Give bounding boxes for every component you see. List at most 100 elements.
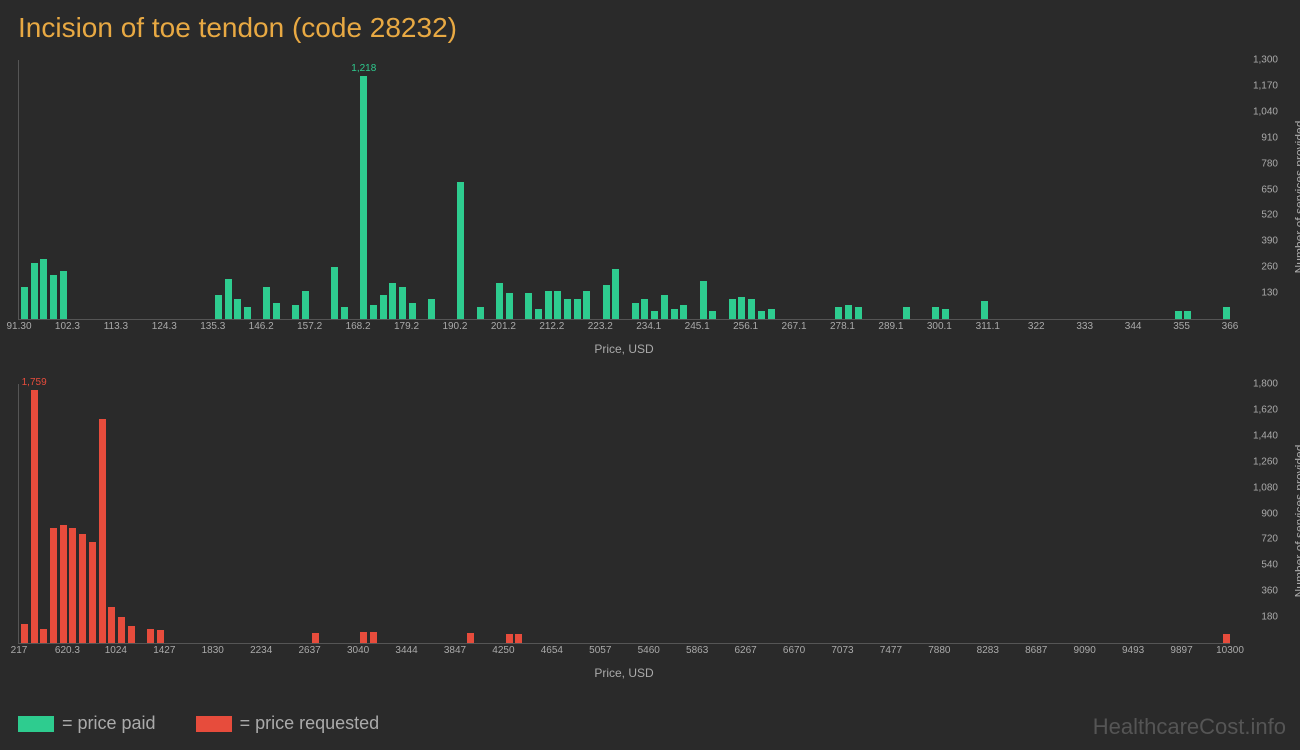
bar: [399, 287, 406, 319]
x-tick: 9897: [1170, 645, 1192, 656]
y-ticks-requested: 1803605407209001,0801,2601,4401,6201,800: [1232, 384, 1278, 643]
x-tick: 113.3: [104, 321, 128, 332]
bar: [583, 291, 590, 319]
x-tick: 5460: [638, 645, 660, 656]
y-tick: 650: [1261, 184, 1278, 195]
x-axis-label-requested: Price, USD: [18, 666, 1230, 680]
y-tick: 520: [1261, 210, 1278, 221]
bar: [21, 287, 28, 319]
bars-requested: 1,759: [19, 384, 1230, 643]
bar: [60, 525, 67, 643]
y-tick: 1,260: [1253, 456, 1278, 467]
y-axis-label-requested: Number of services provided: [1293, 444, 1300, 597]
bar: [748, 299, 755, 319]
y-tick: 1,300: [1253, 55, 1278, 66]
bar: [244, 307, 251, 319]
x-tick: 157.2: [297, 321, 322, 332]
bar: [835, 307, 842, 319]
x-tick: 1024: [105, 645, 127, 656]
chart-requested: 1,759 1803605407209001,0801,2601,4401,62…: [18, 384, 1230, 644]
bar: [380, 295, 387, 319]
bar: [389, 283, 396, 319]
x-tick: 3040: [347, 645, 369, 656]
bar: [360, 632, 367, 644]
bar: [99, 419, 106, 643]
bar: [273, 303, 280, 319]
x-tick: 245.1: [685, 321, 710, 332]
bar: [1175, 311, 1182, 319]
chart-paid: 1,218 1302603905206507809101,0401,1701,3…: [18, 60, 1230, 320]
legend-label-requested: = price requested: [240, 713, 380, 734]
y-tick: 1,040: [1253, 106, 1278, 117]
bar: [1184, 311, 1191, 319]
bars-paid: 1,218: [19, 60, 1230, 319]
x-tick: 168.2: [346, 321, 371, 332]
legend-item-paid: = price paid: [18, 713, 156, 734]
x-tick: 212.2: [539, 321, 564, 332]
x-tick: 256.1: [733, 321, 758, 332]
bar: [292, 305, 299, 319]
x-tick: 8687: [1025, 645, 1047, 656]
y-tick: 900: [1261, 508, 1278, 519]
x-tick: 311.1: [976, 321, 1000, 332]
y-tick: 1,620: [1253, 404, 1278, 415]
x-tick: 7880: [928, 645, 950, 656]
x-tick: 344: [1125, 321, 1142, 332]
legend: = price paid = price requested: [18, 713, 379, 734]
peak-label: 1,218: [351, 63, 376, 74]
bar: [40, 259, 47, 319]
bar: [31, 390, 38, 643]
chart-requested-container: 1,759 1803605407209001,0801,2601,4401,62…: [18, 384, 1230, 680]
bar: [302, 291, 309, 319]
x-tick: 217: [11, 645, 28, 656]
y-tick: 1,170: [1253, 80, 1278, 91]
x-ticks-paid: 91.30102.3113.3124.3135.3146.2157.2168.2…: [19, 321, 1230, 337]
bar: [981, 301, 988, 319]
bar: [157, 630, 164, 643]
y-tick: 540: [1261, 560, 1278, 571]
y-tick: 1,080: [1253, 482, 1278, 493]
bar: [506, 634, 513, 643]
bar: [632, 303, 639, 319]
x-tick: 190.2: [442, 321, 467, 332]
x-tick: 620.3: [55, 645, 80, 656]
y-tick: 780: [1261, 158, 1278, 169]
x-tick: 102.3: [55, 321, 80, 332]
bar: [680, 305, 687, 319]
bar: [1223, 307, 1230, 319]
x-tick: 4654: [541, 645, 563, 656]
bar: [89, 542, 96, 643]
bar: [942, 309, 949, 319]
x-tick: 278.1: [830, 321, 855, 332]
x-tick: 146.2: [249, 321, 274, 332]
y-tick: 1,440: [1253, 430, 1278, 441]
x-tick: 9493: [1122, 645, 1144, 656]
bar: [932, 307, 939, 319]
x-tick: 4250: [492, 645, 514, 656]
x-tick: 10300: [1216, 645, 1244, 656]
x-tick: 366: [1222, 321, 1239, 332]
chart-paid-container: 1,218 1302603905206507809101,0401,1701,3…: [18, 60, 1230, 356]
bar: [525, 293, 532, 319]
y-tick: 260: [1261, 262, 1278, 273]
x-tick: 1830: [202, 645, 224, 656]
bar: [370, 632, 377, 644]
bar: [506, 293, 513, 319]
bar: [118, 617, 125, 643]
bar: [545, 291, 552, 319]
bar: [370, 305, 377, 319]
bar: [234, 299, 241, 319]
x-tick: 124.3: [152, 321, 177, 332]
bar: [108, 607, 115, 643]
bar: [661, 295, 668, 319]
watermark: HealthcareCost.info: [1093, 714, 1286, 740]
bar: [671, 309, 678, 319]
bar: [515, 634, 522, 643]
bar: [845, 305, 852, 319]
page-title: Incision of toe tendon (code 28232): [0, 0, 1300, 52]
bar: [768, 309, 775, 319]
x-tick: 2234: [250, 645, 272, 656]
y-tick: 180: [1261, 612, 1278, 623]
x-tick: 5057: [589, 645, 611, 656]
x-tick: 7073: [831, 645, 853, 656]
